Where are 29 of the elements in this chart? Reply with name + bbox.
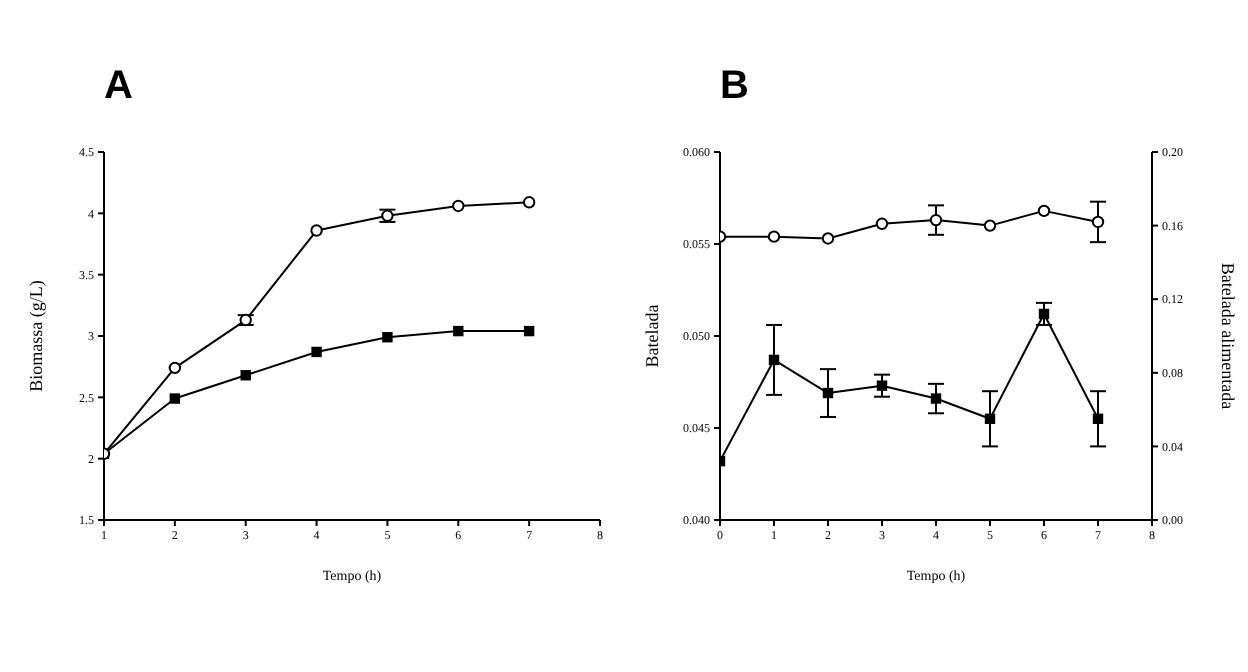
point [876,380,888,391]
point [523,325,535,337]
chart-title: A [104,64,133,110]
point [767,230,781,243]
point [168,361,182,375]
point [1038,308,1050,320]
y2-axis-title: Batelada alimentada [1217,262,1238,410]
point [169,393,181,404]
point [984,413,996,424]
point [768,354,780,366]
point [1037,204,1051,218]
point [983,219,997,232]
point [452,199,465,213]
point [930,393,942,404]
y-axis-title: Batelada [642,304,663,368]
y-axis-title: Biomassa (g/L) [26,280,47,392]
point [522,196,536,209]
point [929,213,943,227]
point [821,232,835,245]
point [453,325,464,337]
point [875,217,889,230]
point [382,332,393,343]
point [1091,215,1105,229]
chart-title: B [720,64,749,110]
point [822,387,834,399]
point [240,370,251,381]
point [1092,413,1104,424]
point [311,346,322,358]
point [310,224,323,237]
